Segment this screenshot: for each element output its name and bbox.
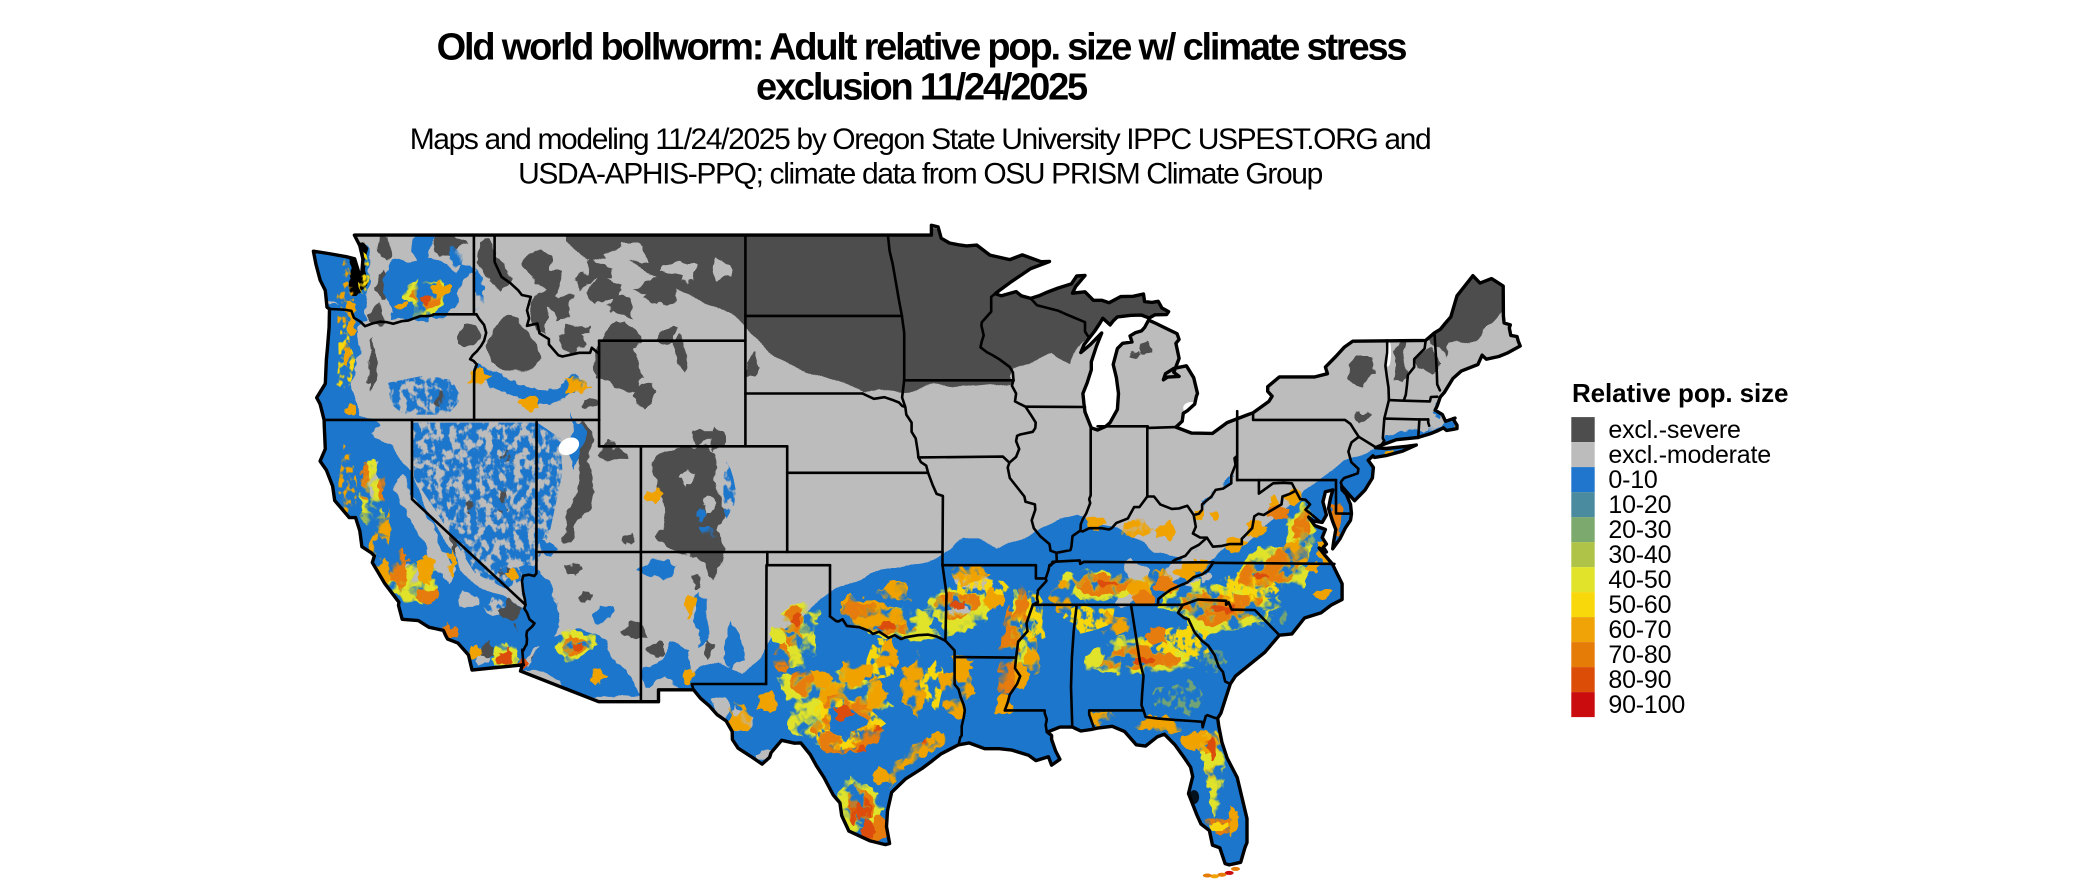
svg-text:excl.-moderate: excl.-moderate [1608, 441, 1771, 469]
svg-text:40-50: 40-50 [1608, 566, 1671, 594]
svg-text:90-100: 90-100 [1608, 691, 1685, 719]
svg-text:20-30: 20-30 [1608, 516, 1671, 544]
svg-text:50-60: 50-60 [1608, 591, 1671, 619]
svg-text:USDA-APHIS-PPQ; climate data f: USDA-APHIS-PPQ; climate data from OSU PR… [518, 157, 1322, 190]
svg-text:30-40: 30-40 [1608, 541, 1671, 569]
svg-text:Old world bollworm: Adult rela: Old world bollworm: Adult relative pop. … [437, 26, 1407, 68]
svg-text:Relative pop. size: Relative pop. size [1572, 378, 1788, 408]
svg-text:10-20: 10-20 [1608, 491, 1671, 519]
svg-text:excl.-severe: excl.-severe [1608, 416, 1740, 444]
svg-text:0-10: 0-10 [1608, 466, 1657, 494]
svg-text:70-80: 70-80 [1608, 641, 1671, 669]
svg-text:exclusion 11/24/2025: exclusion 11/24/2025 [756, 66, 1088, 108]
svg-text:60-70: 60-70 [1608, 616, 1671, 644]
svg-text:Maps and modeling 11/24/2025 b: Maps and modeling 11/24/2025 by Oregon S… [410, 123, 1431, 156]
svg-text:80-90: 80-90 [1608, 666, 1671, 694]
